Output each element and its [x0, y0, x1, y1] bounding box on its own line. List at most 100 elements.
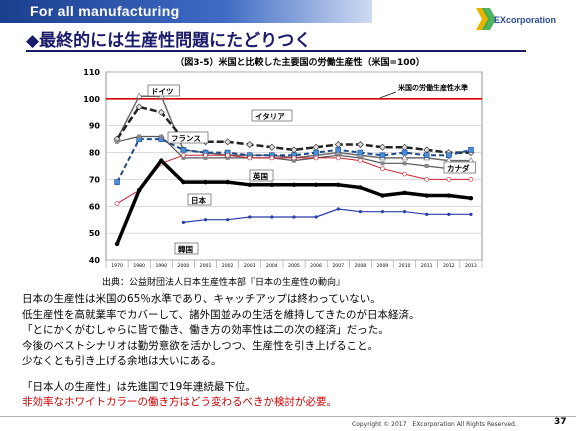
body-line: 日本の生産性は米国の65％水準であり、キャッチアップは終わっていない。 — [22, 293, 381, 305]
data-point — [247, 182, 252, 187]
page-number: 37 — [554, 417, 567, 427]
x-tick-label: 1970 — [111, 263, 123, 269]
body-line: 「とにかくがむしゃらに皆で働き、働き方の効率性は二の次の経済」だった。 — [22, 324, 389, 337]
x-tick-label: 2010 — [399, 263, 411, 269]
body-paragraph: 日本の生産性は米国の65％水準であり、キャッチアップは終わっていない。 低生産性… — [22, 292, 420, 370]
y-tick-label: 110 — [83, 68, 100, 77]
data-point — [423, 152, 430, 159]
x-tick-label: 2011 — [421, 263, 433, 269]
x-tick-label: 2000 — [178, 263, 190, 269]
data-point — [114, 241, 120, 247]
series-label: 韓国 — [178, 244, 193, 254]
data-point — [159, 134, 164, 139]
body-line: 低生産性を高就業率でカバーして、諸外国並みの生活を維持してきたのが日本経済。 — [22, 308, 420, 321]
series-label-box — [174, 242, 199, 255]
slide-title: ◆最終的には生産性問題にたどりつく — [26, 31, 312, 51]
series-label: 英国 — [253, 171, 268, 181]
data-point — [380, 210, 385, 214]
data-point — [313, 155, 319, 161]
data-point — [401, 149, 408, 156]
y-tick-label: 50 — [89, 229, 101, 238]
series-label: フランス — [171, 134, 201, 143]
data-point — [114, 179, 120, 185]
data-point — [380, 161, 385, 166]
x-tick-label: 2005 — [288, 263, 300, 269]
x-tick-label: 1990 — [155, 263, 167, 269]
data-point — [379, 152, 386, 159]
x-tick-label: 2012 — [443, 263, 455, 269]
data-point — [335, 147, 342, 153]
y-tick-label: 80 — [89, 149, 101, 158]
data-point — [313, 182, 319, 187]
data-point — [468, 147, 474, 153]
series-label: カナダ — [447, 163, 470, 173]
data-point — [180, 147, 187, 153]
y-tick-label: 40 — [89, 256, 101, 265]
data-point — [358, 158, 363, 163]
y-tick-label: 70 — [89, 175, 101, 184]
data-point — [336, 182, 341, 187]
data-point — [425, 212, 429, 216]
series-label: ドイツ — [151, 87, 174, 96]
data-point — [181, 152, 186, 158]
logo-text: EXcorporation — [494, 15, 557, 25]
data-point — [203, 179, 208, 185]
series-label-box — [187, 193, 212, 206]
data-point — [291, 155, 297, 161]
data-point — [136, 187, 142, 193]
reference-line-label: 米国の労働生産性水準 — [397, 83, 468, 92]
data-point — [336, 153, 341, 158]
series-line — [183, 208, 471, 223]
data-point — [446, 152, 452, 159]
data-point — [203, 152, 208, 158]
data-point — [137, 134, 142, 139]
data-point — [181, 220, 186, 224]
data-point — [226, 218, 230, 222]
data-point — [269, 182, 275, 187]
series-label-box — [249, 169, 274, 182]
x-tick-label: 2001 — [200, 263, 212, 269]
data-point — [246, 141, 254, 148]
data-point — [292, 215, 296, 219]
y-tick-label: 60 — [89, 202, 101, 211]
chart-title: （図3-5）米国と比較した主要国の労働生産性（米国=100） — [175, 56, 425, 68]
chart-source: 出典：公益財団法人日本生産性本部『日本の生産性の動向』 — [102, 278, 346, 288]
data-point — [402, 161, 407, 166]
data-point — [203, 218, 208, 222]
data-point — [115, 139, 120, 144]
data-point — [358, 210, 362, 214]
data-point — [268, 143, 276, 151]
data-point — [402, 171, 407, 177]
data-point — [380, 166, 385, 171]
body-line: 少なくとも引き上げる余地は大いにある。 — [22, 355, 222, 368]
x-tick-label: 1980 — [133, 263, 145, 269]
data-point — [135, 92, 143, 99]
data-point — [468, 177, 474, 182]
data-point — [135, 103, 143, 111]
reference-pointer — [379, 91, 397, 99]
x-tick-label: 2004 — [266, 263, 278, 269]
series-label-box — [167, 131, 209, 144]
data-point — [159, 158, 164, 163]
data-point — [469, 212, 473, 216]
data-point — [358, 155, 363, 160]
series-label: 日本 — [191, 195, 206, 205]
data-point — [468, 196, 474, 201]
data-point — [402, 210, 407, 214]
data-point — [336, 207, 340, 211]
productivity-chart: （図3-5）米国と比較した主要国の労働生産性（米国=100） 40 50 60 70 8… — [83, 56, 483, 269]
series-line — [116, 105, 471, 154]
data-point — [357, 149, 364, 156]
data-point — [224, 138, 232, 146]
data-point — [225, 179, 230, 185]
data-point — [356, 141, 364, 148]
x-tick-label: 2006 — [310, 263, 322, 269]
copyright-text: Copyright © 2017 EXcorporation All Right… — [352, 421, 517, 428]
x-tick-label: 2003 — [244, 263, 256, 269]
title-divider — [26, 50, 526, 52]
data-point — [157, 108, 165, 116]
x-tick-label: 2002 — [222, 263, 234, 269]
data-point — [335, 155, 341, 161]
y-tick-label: 100 — [83, 95, 100, 104]
data-point — [380, 193, 385, 198]
